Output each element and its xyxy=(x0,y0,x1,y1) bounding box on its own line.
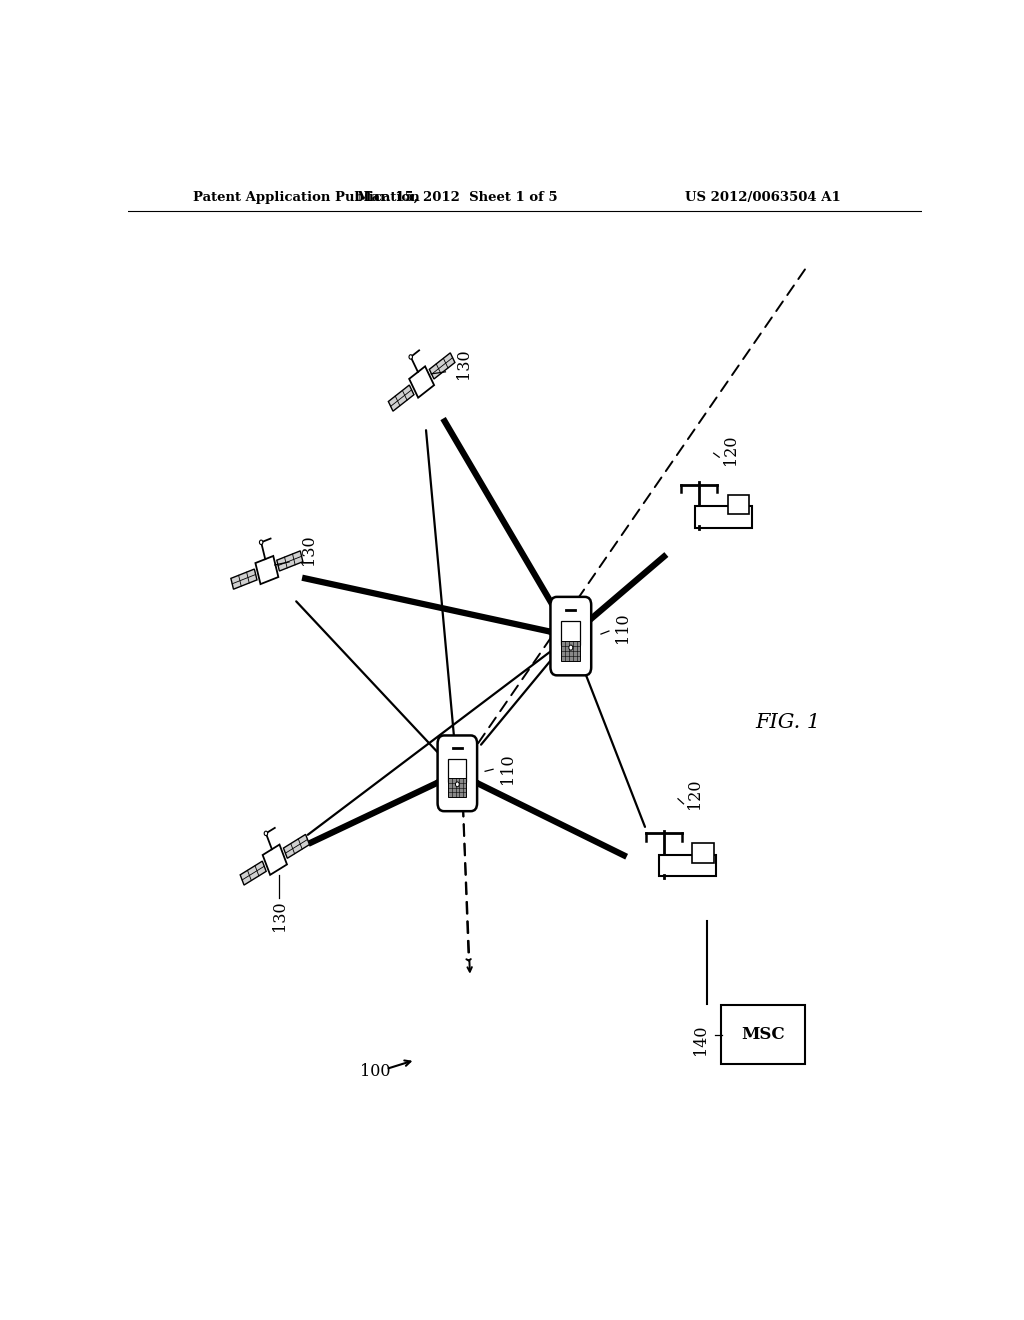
Polygon shape xyxy=(262,845,287,875)
Bar xyxy=(728,495,750,515)
Polygon shape xyxy=(276,550,303,572)
Circle shape xyxy=(456,781,459,787)
Text: 100: 100 xyxy=(359,1063,390,1080)
Text: Patent Application Publication: Patent Application Publication xyxy=(194,190,420,203)
Circle shape xyxy=(409,355,413,359)
Bar xyxy=(658,855,716,876)
Bar xyxy=(449,777,467,797)
Polygon shape xyxy=(241,861,266,886)
Circle shape xyxy=(569,645,572,651)
Bar xyxy=(692,843,714,863)
Bar xyxy=(449,759,467,781)
Polygon shape xyxy=(284,834,309,858)
FancyBboxPatch shape xyxy=(551,597,591,676)
Bar xyxy=(561,622,581,644)
Text: 120: 120 xyxy=(686,779,702,809)
Polygon shape xyxy=(230,569,257,589)
Text: Mar. 15, 2012  Sheet 1 of 5: Mar. 15, 2012 Sheet 1 of 5 xyxy=(357,190,558,203)
Text: 110: 110 xyxy=(499,752,516,784)
Bar xyxy=(561,642,581,661)
Text: FIG. 1: FIG. 1 xyxy=(755,713,820,733)
Text: US 2012/0063504 A1: US 2012/0063504 A1 xyxy=(685,190,841,203)
Polygon shape xyxy=(410,367,434,397)
Bar xyxy=(694,506,752,528)
Text: 130: 130 xyxy=(455,348,472,379)
FancyBboxPatch shape xyxy=(437,735,477,812)
Text: 110: 110 xyxy=(614,612,632,643)
Text: 130: 130 xyxy=(270,900,288,931)
Text: 130: 130 xyxy=(300,535,317,565)
Polygon shape xyxy=(255,556,279,585)
Text: 120: 120 xyxy=(722,434,738,466)
Polygon shape xyxy=(429,352,455,379)
Circle shape xyxy=(259,540,263,545)
Text: MSC: MSC xyxy=(741,1026,784,1043)
Bar xyxy=(721,1005,805,1064)
Circle shape xyxy=(264,832,267,836)
Polygon shape xyxy=(388,385,414,411)
Text: 140: 140 xyxy=(692,1024,709,1055)
